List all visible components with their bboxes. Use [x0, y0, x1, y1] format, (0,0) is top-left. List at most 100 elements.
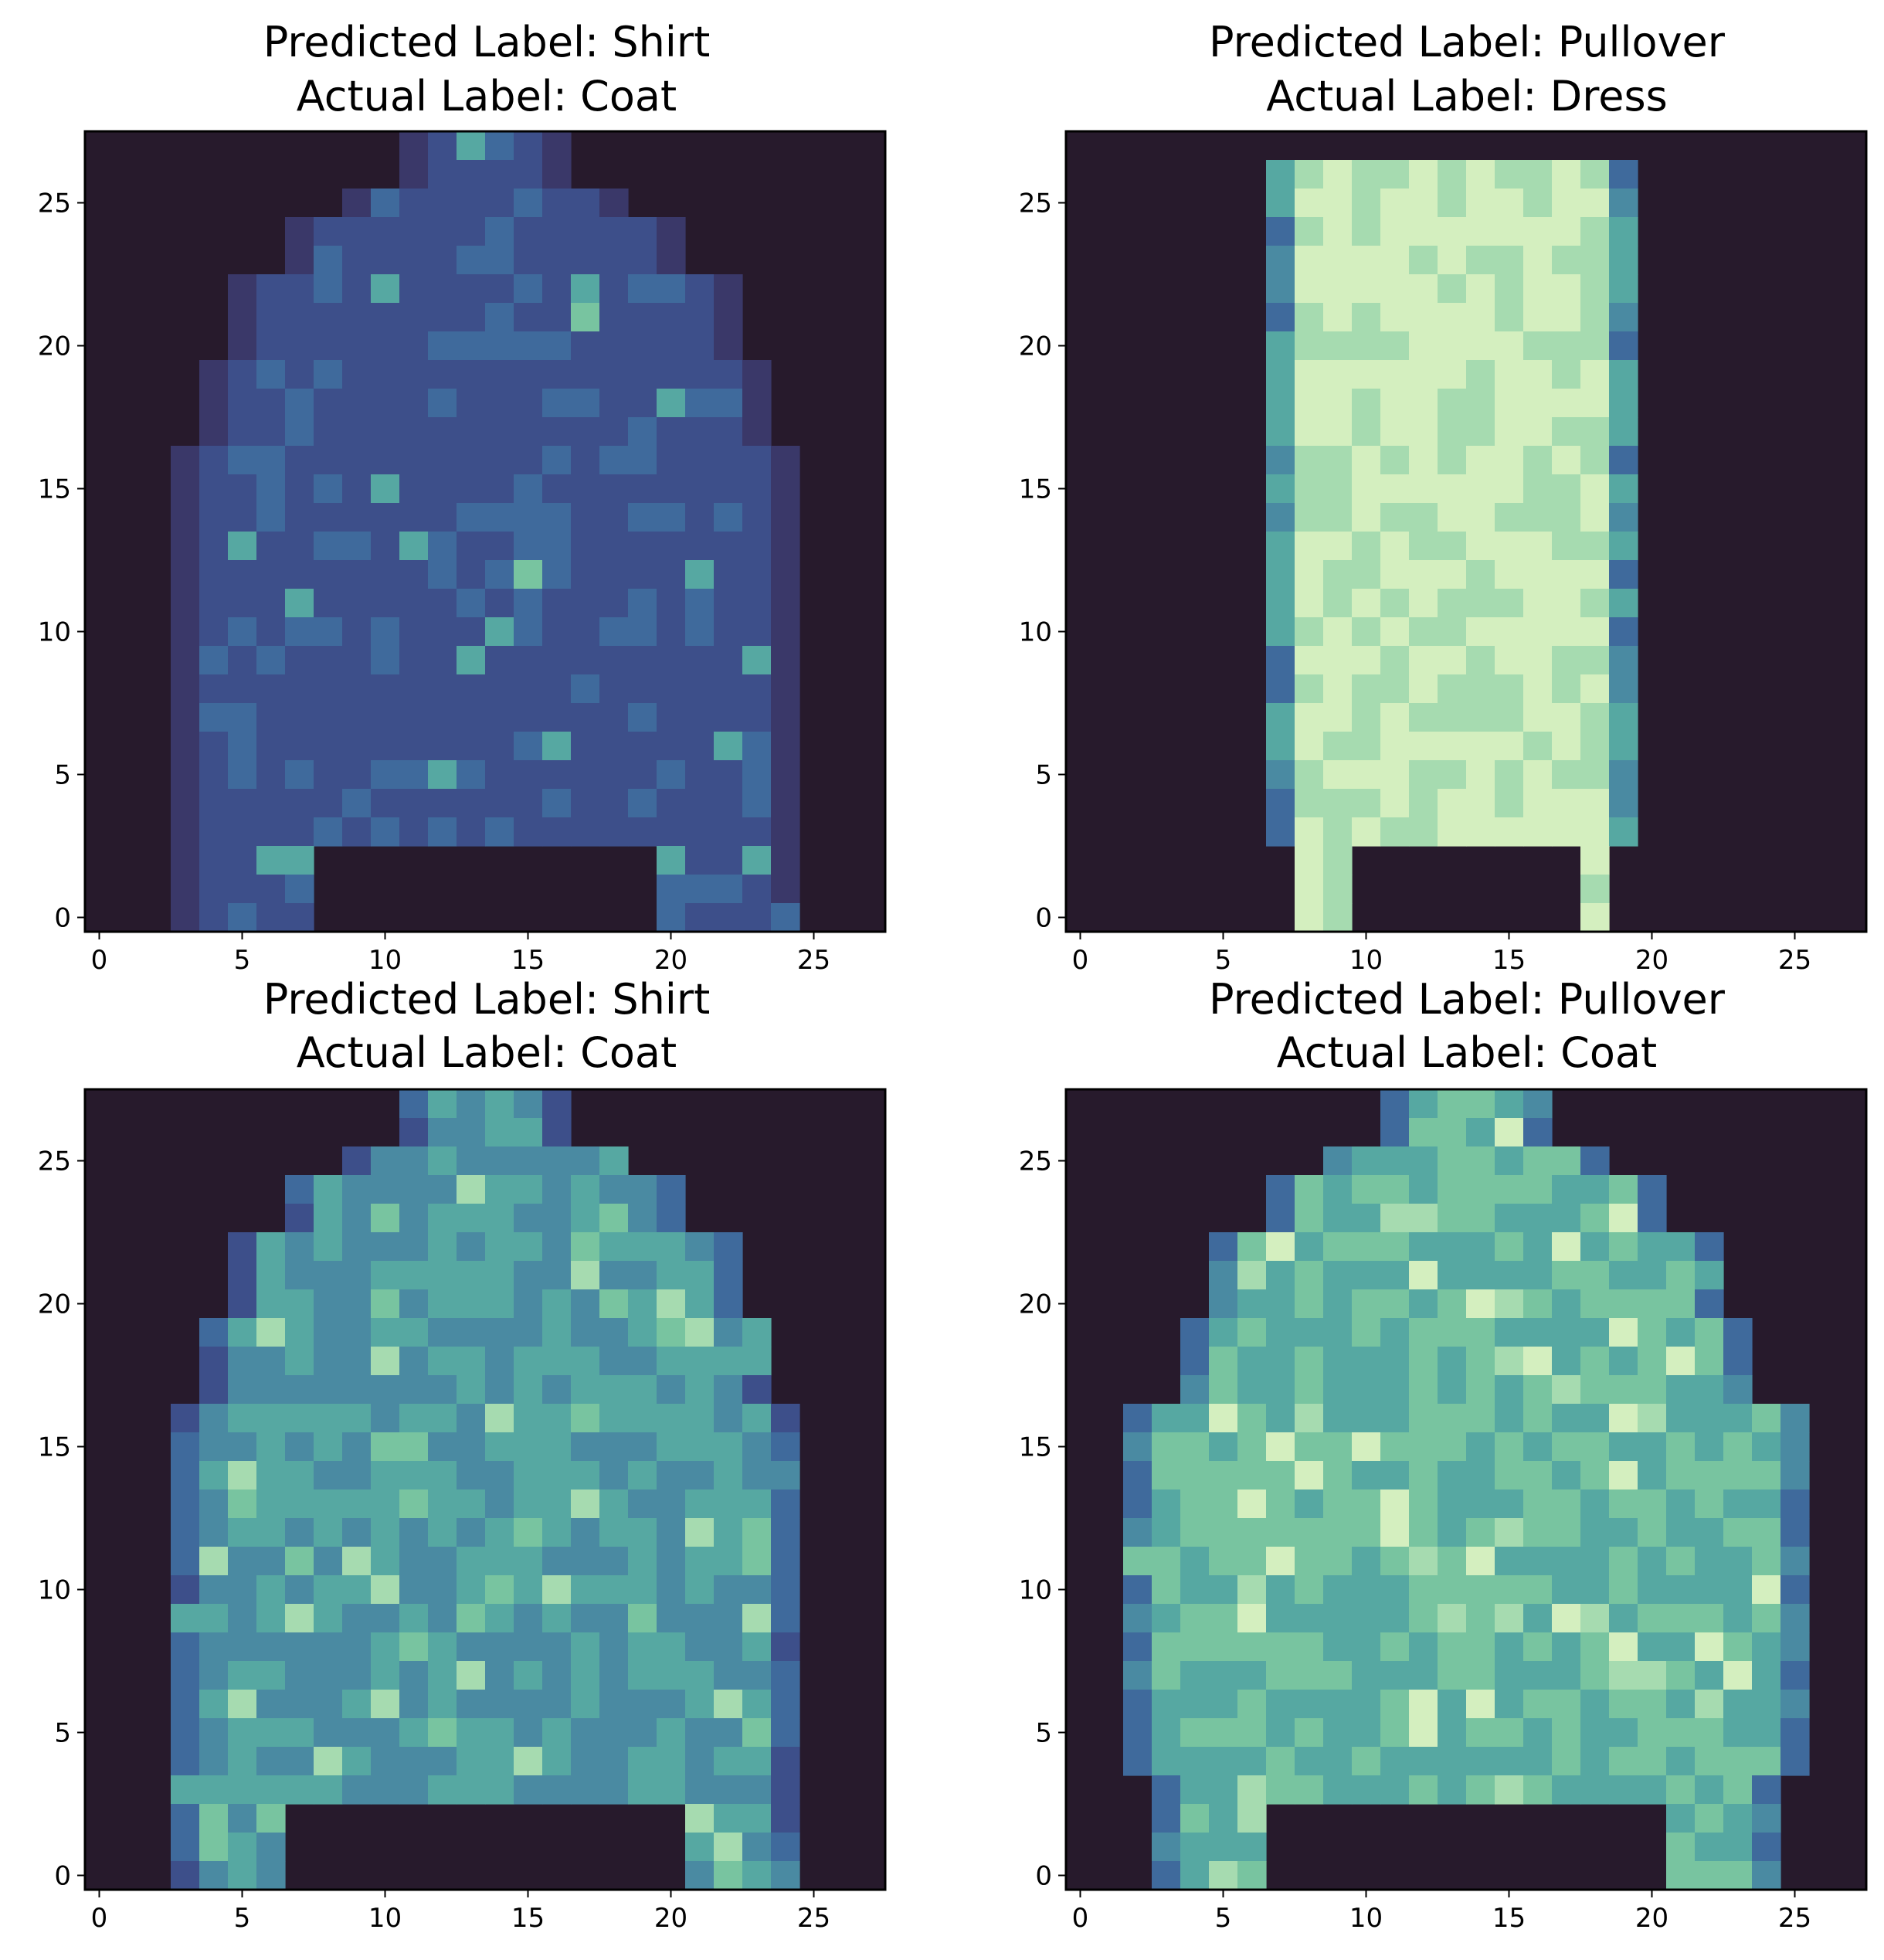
heatmap-cell — [428, 1375, 457, 1405]
subplot-4: Predicted Label: Pullover Actual Label: … — [1019, 975, 1868, 1934]
heatmap-cell — [1380, 1347, 1410, 1376]
heatmap-cell — [571, 1289, 600, 1319]
heatmap-cell — [657, 560, 686, 589]
heatmap-cell — [1266, 474, 1295, 504]
x-tick-label: 10 — [1349, 1903, 1383, 1934]
heatmap-cell — [485, 1690, 514, 1719]
heatmap-cell — [1352, 1690, 1381, 1719]
heatmap-cell — [685, 532, 715, 561]
heatmap-cell — [1609, 589, 1638, 618]
heatmap-cell — [542, 389, 572, 418]
heatmap-cell — [1752, 1718, 1781, 1748]
heatmap-cell — [228, 417, 257, 447]
heatmap-cell — [1295, 503, 1324, 532]
heatmap-cell — [485, 703, 514, 732]
heatmap-cell — [1409, 1175, 1438, 1204]
heatmap-cell — [1495, 1404, 1524, 1433]
heatmap-cell — [1495, 1718, 1524, 1748]
heatmap-cell — [314, 303, 343, 332]
heatmap-cell — [742, 446, 772, 475]
heatmap-cell — [256, 617, 286, 647]
heatmap-cell — [1552, 560, 1581, 589]
heatmap-cell — [371, 1289, 400, 1319]
heatmap-cell — [771, 732, 800, 761]
heatmap-cell — [228, 646, 257, 675]
heatmap-cell — [428, 1318, 457, 1347]
heatmap-cell — [1409, 217, 1438, 246]
heatmap-cell — [1780, 1718, 1810, 1748]
heatmap-cell — [1266, 274, 1295, 304]
heatmap-cell — [1695, 1347, 1724, 1376]
heatmap-cell — [1495, 1690, 1524, 1719]
subplot-4-heatmap — [1064, 1088, 1868, 1891]
heatmap-cell — [771, 589, 800, 618]
heatmap-cell — [485, 1575, 514, 1605]
heatmap-cell — [1466, 1375, 1495, 1405]
heatmap-cell — [371, 589, 400, 618]
heatmap-cell — [228, 674, 257, 704]
heatmap-cell — [485, 789, 514, 818]
heatmap-cell — [714, 360, 743, 389]
heatmap-cell — [514, 1118, 543, 1147]
heatmap-cell — [285, 474, 314, 504]
heatmap-cell — [1209, 1861, 1238, 1890]
heatmap-cell — [714, 331, 743, 361]
heatmap-cell — [428, 817, 457, 847]
heatmap-cell — [599, 532, 629, 561]
heatmap-cell — [228, 589, 257, 618]
heatmap-cell — [256, 1661, 286, 1690]
heatmap-cell — [771, 1804, 800, 1833]
heatmap-cell — [314, 1347, 343, 1376]
heatmap-cell — [1466, 732, 1495, 761]
heatmap-cell — [342, 417, 372, 447]
x-tick-label: 5 — [1215, 945, 1232, 976]
heatmap-cell — [514, 760, 543, 790]
heatmap-cell — [428, 389, 457, 418]
subplot-2-heatmap — [1064, 130, 1868, 933]
heatmap-cell — [1209, 1232, 1238, 1262]
heatmap-cell — [1266, 1661, 1295, 1690]
heatmap-cell — [228, 1547, 257, 1576]
heatmap-cell — [1295, 760, 1324, 790]
heatmap-cell — [657, 1547, 686, 1576]
heatmap-cell — [256, 1518, 286, 1547]
heatmap-cell — [742, 817, 772, 847]
heatmap-cell — [1380, 1118, 1410, 1147]
heatmap-cell — [571, 760, 600, 790]
heatmap-cell — [1438, 532, 1467, 561]
heatmap-cell — [1552, 817, 1581, 847]
heatmap-cell — [514, 246, 543, 275]
heatmap-cell — [1523, 1604, 1553, 1633]
heatmap-cell — [428, 1718, 457, 1748]
heatmap-cell — [1295, 189, 1324, 218]
heatmap-cell — [685, 789, 715, 818]
heatmap-cell — [1609, 1718, 1638, 1748]
y-tick-label: 15 — [38, 474, 71, 505]
heatmap-cell — [1609, 1175, 1638, 1204]
heatmap-cell — [457, 1775, 486, 1805]
heatmap-cell — [285, 446, 314, 475]
heatmap-cell — [1352, 674, 1381, 704]
heatmap-cell — [599, 646, 629, 675]
heatmap-cell — [514, 417, 543, 447]
heatmap-cell — [1609, 303, 1638, 332]
heatmap-cell — [457, 131, 486, 161]
heatmap-cell — [1266, 1775, 1295, 1805]
heatmap-cell — [1323, 503, 1353, 532]
heatmap-cell — [771, 875, 800, 904]
heatmap-cell — [1295, 789, 1324, 818]
heatmap-cell — [542, 560, 572, 589]
heatmap-cell — [542, 617, 572, 647]
heatmap-cell — [1380, 217, 1410, 246]
heatmap-cell — [1495, 674, 1524, 704]
heatmap-cell — [199, 560, 229, 589]
heatmap-cell — [314, 1661, 343, 1690]
heatmap-cell — [1695, 1833, 1724, 1862]
heatmap-cell — [1438, 789, 1467, 818]
heatmap-cell — [342, 646, 372, 675]
heatmap-cell — [1695, 1432, 1724, 1462]
heatmap-cell — [371, 1490, 400, 1519]
heatmap-cell — [1552, 274, 1581, 304]
heatmap-cell — [599, 674, 629, 704]
